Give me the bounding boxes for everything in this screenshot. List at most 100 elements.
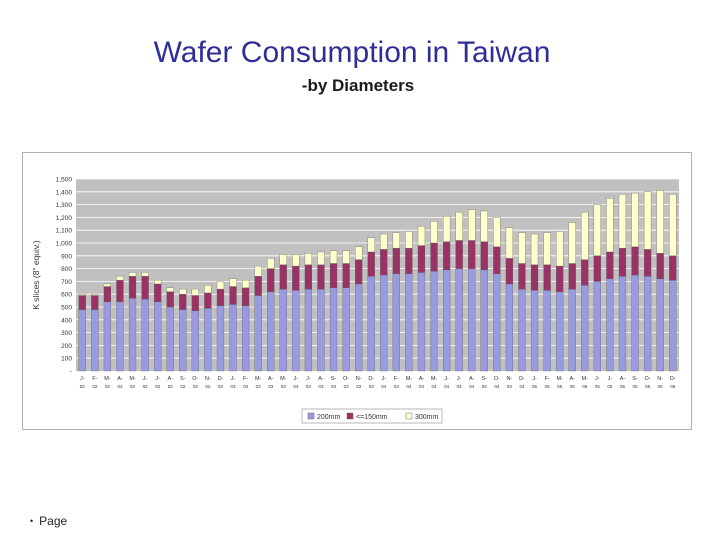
bar-segment-200mm <box>154 301 162 372</box>
bar-segment-300mm <box>455 212 463 241</box>
bar-segment-200mm <box>380 274 388 372</box>
y-tick-label: 1,000 <box>56 241 73 248</box>
x-tick-label-year: 05 <box>607 384 613 389</box>
bar-segment-200mm <box>430 271 438 372</box>
bar-segment-200mm <box>267 291 275 372</box>
y-tick-label: 800 <box>61 266 72 273</box>
legend-box <box>301 408 443 424</box>
x-tick-label: D- <box>670 376 676 382</box>
footer: • Page <box>30 514 67 528</box>
y-tick-label: 1,500 <box>56 177 73 184</box>
x-tick-label: S- <box>331 376 337 382</box>
bar-segment-200mm <box>518 288 526 372</box>
y-tick-label: 300 <box>61 330 72 337</box>
bar-segment-200mm <box>669 279 677 372</box>
bar-segment-150mm <box>241 287 250 306</box>
x-tick-label: A- <box>620 376 626 382</box>
x-tick-label-year: 02 <box>180 384 186 389</box>
legend-swatch <box>405 412 413 420</box>
x-tick-label: D- <box>218 376 224 382</box>
x-tick-label-year: 03 <box>331 384 337 389</box>
x-tick-label-year: 03 <box>256 384 262 389</box>
bar-segment-150mm <box>631 246 639 276</box>
bar-segment-300mm <box>518 232 526 264</box>
page-subtitle: -by Diameters <box>301 76 415 95</box>
bar-segment-300mm <box>606 198 614 253</box>
bar-segment-200mm <box>216 305 225 372</box>
bar-segment-150mm <box>166 291 174 308</box>
bar-segment-300mm <box>493 217 501 247</box>
bar-segment-200mm <box>317 288 325 372</box>
bar-segment-150mm <box>581 259 589 286</box>
bar-segment-200mm <box>191 310 199 372</box>
bar-segment-300mm <box>631 192 639 247</box>
bar-segment-200mm <box>367 276 375 372</box>
bar-segment-300mm <box>317 251 325 265</box>
bar-segment-150mm <box>91 295 99 310</box>
bar-segment-150mm <box>606 251 614 279</box>
x-tick-label-year: 05 <box>670 384 676 389</box>
bar-segment-200mm <box>254 295 262 372</box>
x-tick-label-year: 03 <box>293 384 299 389</box>
x-tick-label-year: 03 <box>268 384 274 389</box>
bar-segment-150mm <box>530 264 539 291</box>
x-tick-label: J- <box>608 376 613 382</box>
x-tick-label-year: 05 <box>557 384 563 389</box>
x-tick-label: O- <box>192 376 198 382</box>
bar-segment-300mm <box>405 231 413 249</box>
chart-frame: - 100 200 300 400 500 600 700 800 900 1,000 1,100 1,… <box>22 152 692 430</box>
x-tick-label-year: 05 <box>545 384 551 389</box>
bar-segment-200mm <box>91 309 99 372</box>
bar-segment-150mm <box>593 255 601 282</box>
bar-segment-300mm <box>392 232 400 249</box>
y-tick-label: 1,300 <box>56 202 73 209</box>
bar-segment-150mm <box>191 295 199 311</box>
bar-segment-150mm <box>204 292 212 309</box>
x-tick-label: S- <box>482 376 488 382</box>
bar-segment-150mm <box>493 246 501 274</box>
bar-segment-200mm <box>204 308 212 372</box>
x-tick-label-year: 04 <box>432 384 438 389</box>
x-tick-label: J- <box>155 376 160 382</box>
y-tick-label: 1,400 <box>56 189 73 196</box>
x-tick-label-year: 03 <box>344 384 350 389</box>
x-tick-label: S- <box>180 376 186 382</box>
x-tick-label-year: 03 <box>306 384 312 389</box>
bar-segment-300mm <box>543 232 551 265</box>
bar-segment-300mm <box>254 265 262 277</box>
bar-segment-200mm <box>593 281 601 372</box>
footer-page-label: Page <box>39 514 68 528</box>
bar-segment-150mm <box>317 264 325 290</box>
bar-segment-300mm <box>128 272 137 277</box>
bar-segment-300mm <box>292 254 300 267</box>
x-tick-label-year: 04 <box>469 384 475 389</box>
x-tick-label: F- <box>544 376 549 382</box>
y-tick-label: 400 <box>61 317 72 324</box>
bar-segment-300mm <box>556 231 564 267</box>
bar-segment-200mm <box>556 291 564 372</box>
plot-area <box>76 179 679 371</box>
bar-segment-150mm <box>179 294 187 310</box>
bar-segment-300mm <box>91 294 99 296</box>
bar-segment-150mm <box>267 268 275 292</box>
x-tick-label: M- <box>431 376 438 382</box>
x-tick-label: J- <box>457 376 462 382</box>
x-tick-label-year: 02 <box>117 384 123 389</box>
x-tick-label-year: 04 <box>406 384 412 389</box>
y-axis-title: K slices (8" equiv.) <box>31 240 41 310</box>
x-tick-label: J- <box>532 376 537 382</box>
bar-segment-300mm <box>191 288 199 296</box>
bar-segment-150mm <box>367 251 375 277</box>
bar-segment-300mm <box>480 210 488 242</box>
bar-segment-200mm <box>656 278 664 372</box>
x-tick-label: J- <box>595 376 600 382</box>
x-tick-label-year: 04 <box>394 384 400 389</box>
bar-segment-150mm <box>405 247 413 274</box>
x-tick-label-year: 05 <box>532 384 538 389</box>
bar-segment-150mm <box>141 276 149 300</box>
bar-segment-200mm <box>292 290 300 372</box>
x-tick-label: O- <box>343 376 349 382</box>
x-tick-label: O- <box>645 376 651 382</box>
bar-segment-200mm <box>468 268 476 372</box>
x-tick-label: F- <box>243 376 248 382</box>
